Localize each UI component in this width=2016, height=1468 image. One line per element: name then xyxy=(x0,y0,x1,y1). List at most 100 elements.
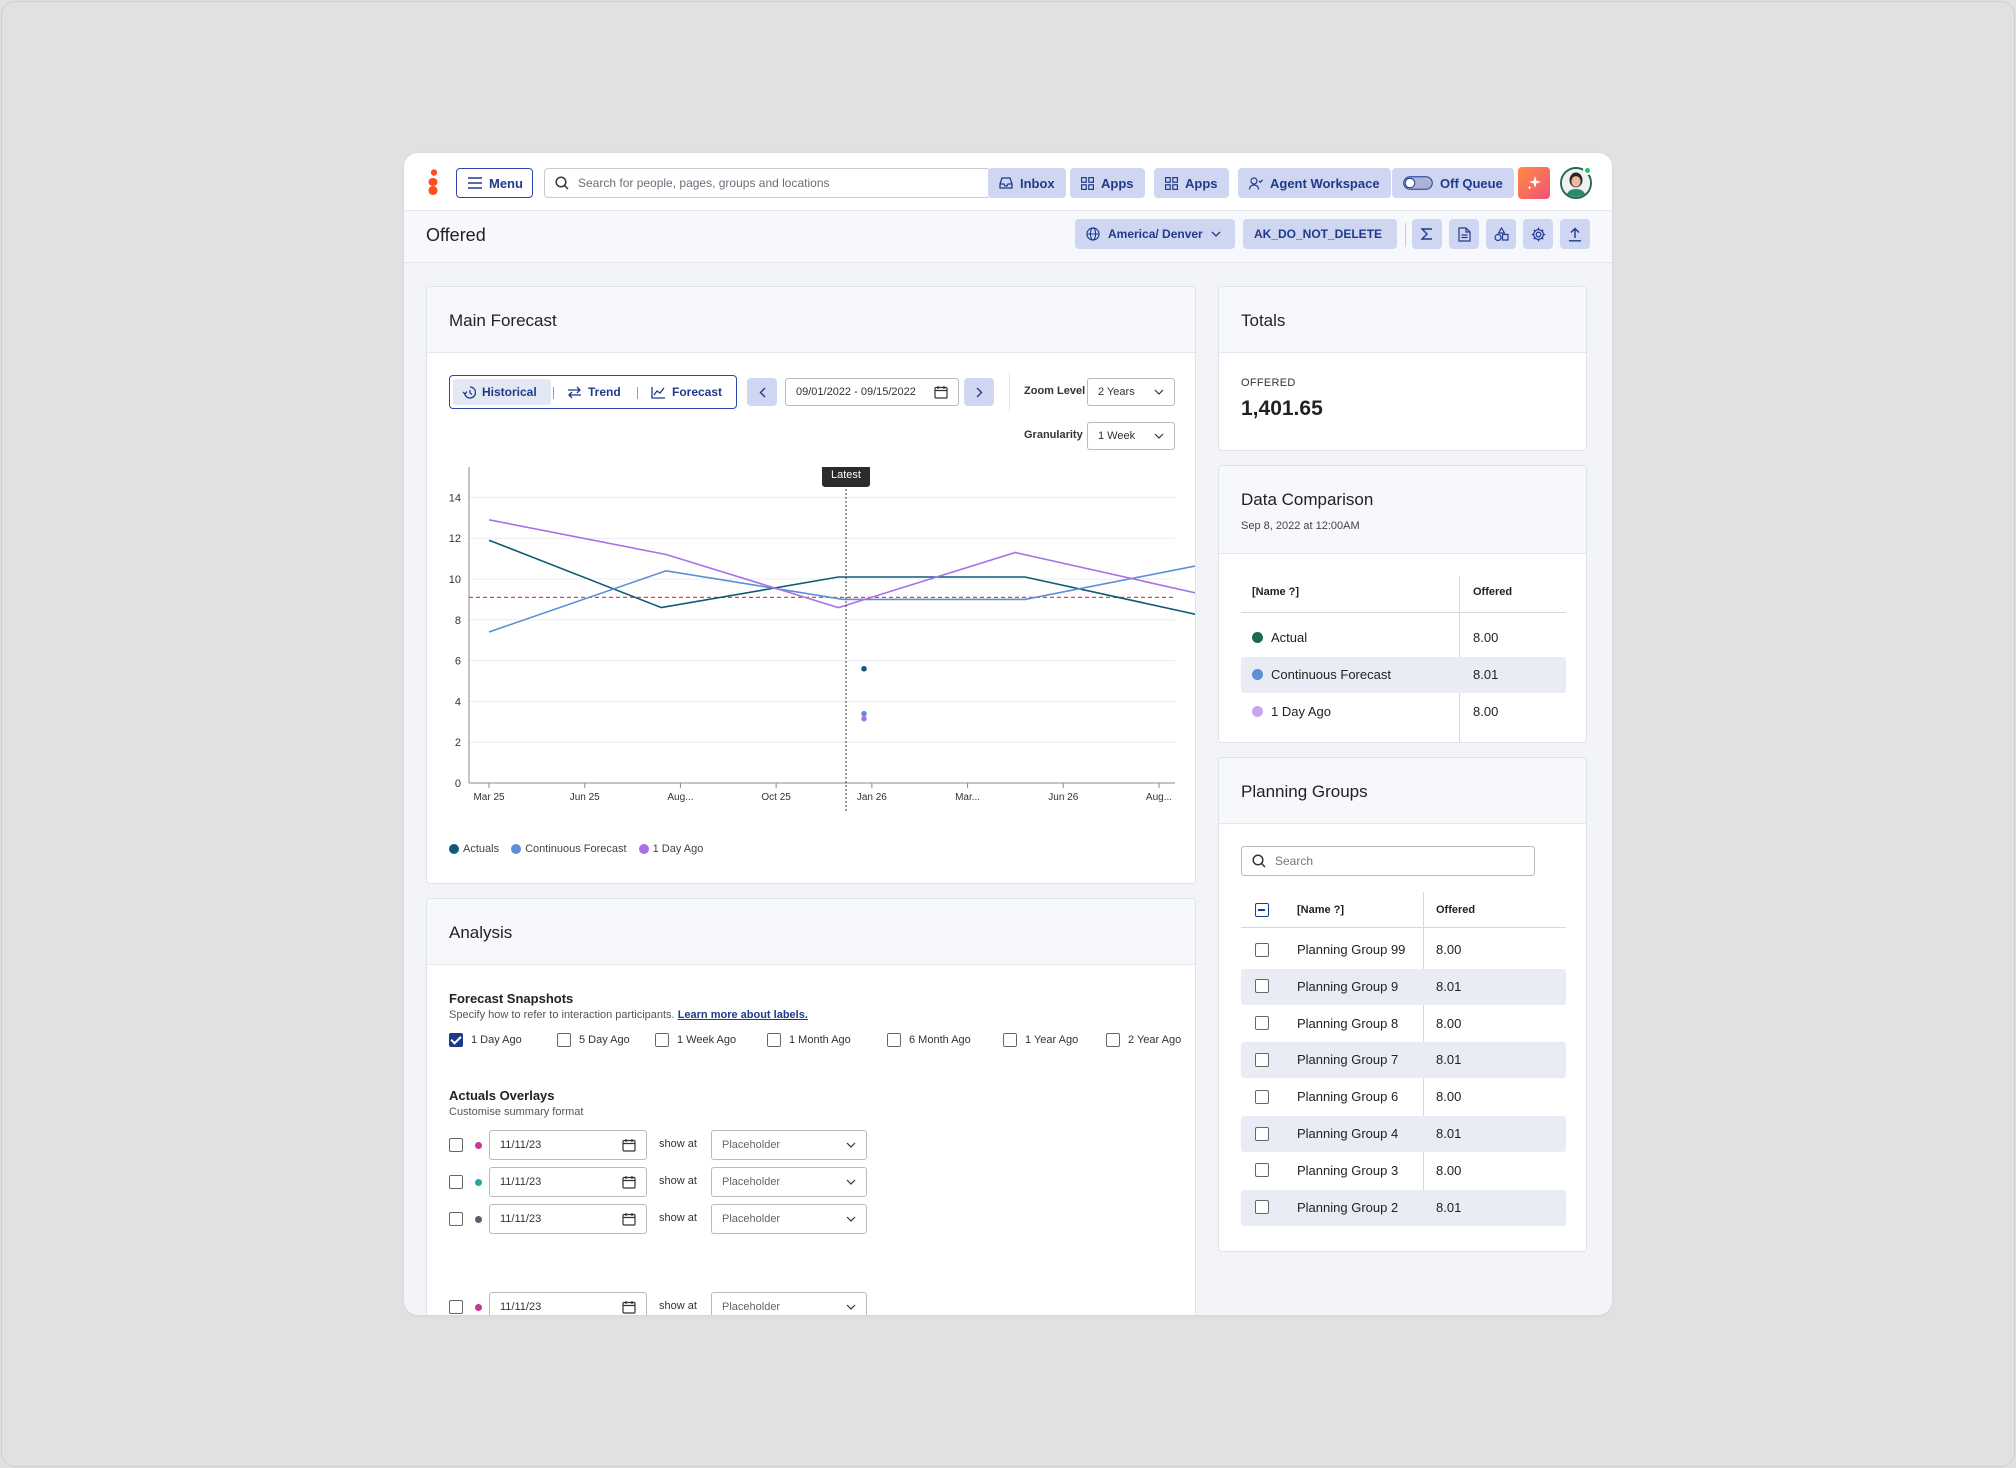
planning-group-row[interactable]: Planning Group 99 8.00 xyxy=(1241,932,1566,968)
global-search-input[interactable]: Search for people, pages, groups and loc… xyxy=(544,168,990,198)
menu-button[interactable]: Menu xyxy=(456,168,533,198)
off-queue-toggle[interactable]: Off Queue xyxy=(1392,168,1514,198)
overlay-checkbox[interactable] xyxy=(449,1300,463,1314)
apps-label-1: Apps xyxy=(1101,175,1134,191)
snapshot-option[interactable]: 1 Week Ago xyxy=(655,1033,736,1047)
overlay-checkbox[interactable] xyxy=(449,1138,463,1152)
planning-group-row[interactable]: Planning Group 9 8.01 xyxy=(1241,968,1566,1005)
snapshot-option[interactable]: 1 Year Ago xyxy=(1003,1033,1078,1047)
planning-name-cell: Planning Group 4 xyxy=(1255,1126,1398,1141)
totals-title: Totals xyxy=(1241,311,1286,330)
date-range-input[interactable]: 09/01/2022 - 09/15/2022 xyxy=(785,378,959,406)
planning-name-cell: Planning Group 2 xyxy=(1255,1200,1398,1215)
snapshot-checkbox[interactable] xyxy=(557,1033,571,1047)
overlay-placement-select[interactable]: Placeholder xyxy=(711,1130,867,1160)
planning-group-row[interactable]: Planning Group 2 8.01 xyxy=(1241,1189,1566,1226)
row-checkbox[interactable] xyxy=(1255,1016,1269,1031)
select-all-checkbox[interactable] xyxy=(1255,903,1269,917)
column-divider xyxy=(1423,892,1424,1192)
planning-group-row[interactable]: Planning Group 3 8.00 xyxy=(1241,1153,1566,1189)
snapshot-option[interactable]: 1 Month Ago xyxy=(767,1033,851,1047)
snapshot-option[interactable]: 5 Day Ago xyxy=(557,1033,630,1047)
overlay-checkbox[interactable] xyxy=(449,1175,463,1189)
snapshot-checkbox[interactable] xyxy=(767,1033,781,1047)
tab-trend[interactable]: Trend xyxy=(558,379,630,405)
overlay-checkbox[interactable] xyxy=(449,1212,463,1226)
snapshot-checkbox[interactable] xyxy=(655,1033,669,1047)
snapshot-option[interactable]: 1 Day Ago xyxy=(449,1033,522,1047)
row-checkbox[interactable] xyxy=(1255,979,1269,994)
snapshot-option[interactable]: 2 Year Ago xyxy=(1106,1033,1181,1047)
overlay-date-input[interactable]: 11/11/23 xyxy=(489,1167,647,1197)
snapshot-option[interactable]: 6 Month Ago xyxy=(887,1033,971,1047)
comparison-name: Continuous Forecast xyxy=(1271,667,1391,682)
shapes-button[interactable] xyxy=(1486,219,1516,249)
forecast-chart: 0 2 4 6 8 10 12 14 Mar 25 Jun 25 Aug... Oct 25 Jan 2… xyxy=(427,461,1195,867)
next-period-button[interactable] xyxy=(964,378,994,406)
planning-col-name: [Name ?] xyxy=(1297,904,1345,916)
row-checkbox[interactable] xyxy=(1255,1200,1269,1215)
snapshot-checkbox[interactable] xyxy=(1106,1033,1120,1047)
planning-group-name: Planning Group 9 xyxy=(1297,978,1399,994)
overlay-placement-placeholder: Placeholder xyxy=(722,1213,781,1225)
overlay-date-input[interactable]: 11/11/23 xyxy=(489,1130,647,1160)
planning-group-row[interactable]: Planning Group 7 8.01 xyxy=(1241,1042,1566,1079)
granularity-select[interactable]: 1 Week xyxy=(1087,422,1175,450)
previous-period-button[interactable] xyxy=(747,378,777,406)
overlay-placement-select[interactable]: Placeholder xyxy=(711,1167,867,1197)
snapshot-checkbox[interactable] xyxy=(1003,1033,1017,1047)
ai-assistant-button[interactable] xyxy=(1518,167,1550,199)
x-tick-label: Jun 26 xyxy=(1048,792,1078,803)
totals-card: Totals OFFERED 1,401.65 xyxy=(1218,286,1587,451)
export-button[interactable] xyxy=(1560,219,1590,249)
view-mode-segmented: Historical Trend Forecast xyxy=(449,375,737,409)
agent-icon xyxy=(1249,176,1263,190)
global-search-placeholder: Search for people, pages, groups and loc… xyxy=(578,176,830,190)
overlay-show-at-label: show at xyxy=(659,1138,697,1150)
planning-group-row[interactable]: Planning Group 4 8.01 xyxy=(1241,1116,1566,1152)
x-tick-label: Oct 25 xyxy=(761,792,791,803)
series-color-dot xyxy=(1252,632,1263,643)
planning-group-name: Planning Group 3 xyxy=(1297,1162,1399,1178)
agent-workspace-button[interactable]: Agent Workspace xyxy=(1238,168,1391,198)
main-forecast-header: Main Forecast xyxy=(427,287,1195,353)
document-button[interactable] xyxy=(1449,219,1479,249)
row-checkbox[interactable] xyxy=(1255,942,1269,957)
apps-button-2[interactable]: Apps xyxy=(1154,168,1229,198)
overlay-color-dot xyxy=(475,1179,482,1186)
zoom-level-select[interactable]: 2 Years xyxy=(1087,378,1175,406)
learn-more-link[interactable]: Learn more about labels. xyxy=(677,1009,808,1021)
apps-button-1[interactable]: Apps xyxy=(1070,168,1145,198)
overlay-date-input[interactable]: 11/11/23 xyxy=(489,1292,647,1315)
tab-forecast[interactable]: Forecast xyxy=(642,379,731,405)
planning-search-input[interactable]: Search xyxy=(1241,846,1535,876)
planning-group-row[interactable]: Planning Group 8 8.00 xyxy=(1241,1006,1566,1042)
latest-point xyxy=(861,715,867,722)
row-checkbox[interactable] xyxy=(1255,1052,1269,1067)
settings-button[interactable] xyxy=(1523,219,1553,249)
search-icon xyxy=(555,176,569,190)
inbox-button[interactable]: Inbox xyxy=(988,168,1066,198)
overlay-color-dot xyxy=(475,1216,482,1223)
overlay-date-input[interactable]: 11/11/23 xyxy=(489,1204,647,1234)
planning-group-row[interactable]: Planning Group 6 8.00 xyxy=(1241,1079,1566,1115)
snapshot-checkbox[interactable] xyxy=(449,1033,463,1047)
snapshot-checkbox[interactable] xyxy=(887,1033,901,1047)
account-select[interactable]: AK_DO_NOT_DELETE xyxy=(1243,219,1397,249)
overlay-placement-select[interactable]: Placeholder xyxy=(711,1204,867,1234)
comparison-col-name: [Name ?] xyxy=(1252,586,1300,598)
row-checkbox[interactable] xyxy=(1255,1089,1269,1104)
date-range-value: 09/01/2022 - 09/15/2022 xyxy=(796,386,916,398)
overlay-placement-select[interactable]: Placeholder xyxy=(711,1292,867,1315)
timezone-select[interactable]: America/ Denver xyxy=(1075,219,1235,249)
planning-search-placeholder: Search xyxy=(1275,854,1314,868)
sum-button[interactable] xyxy=(1412,219,1442,249)
snapshot-label: 5 Day Ago xyxy=(579,1034,630,1046)
row-checkbox[interactable] xyxy=(1255,1126,1269,1141)
tab-historical[interactable]: Historical xyxy=(453,379,551,405)
row-checkbox[interactable] xyxy=(1255,1163,1269,1178)
controls-divider xyxy=(1009,373,1010,411)
app-window: Menu Search for people, pages, groups an… xyxy=(404,153,1612,1315)
y-tick-label: 0 xyxy=(455,778,461,790)
y-tick-label: 10 xyxy=(449,574,461,586)
